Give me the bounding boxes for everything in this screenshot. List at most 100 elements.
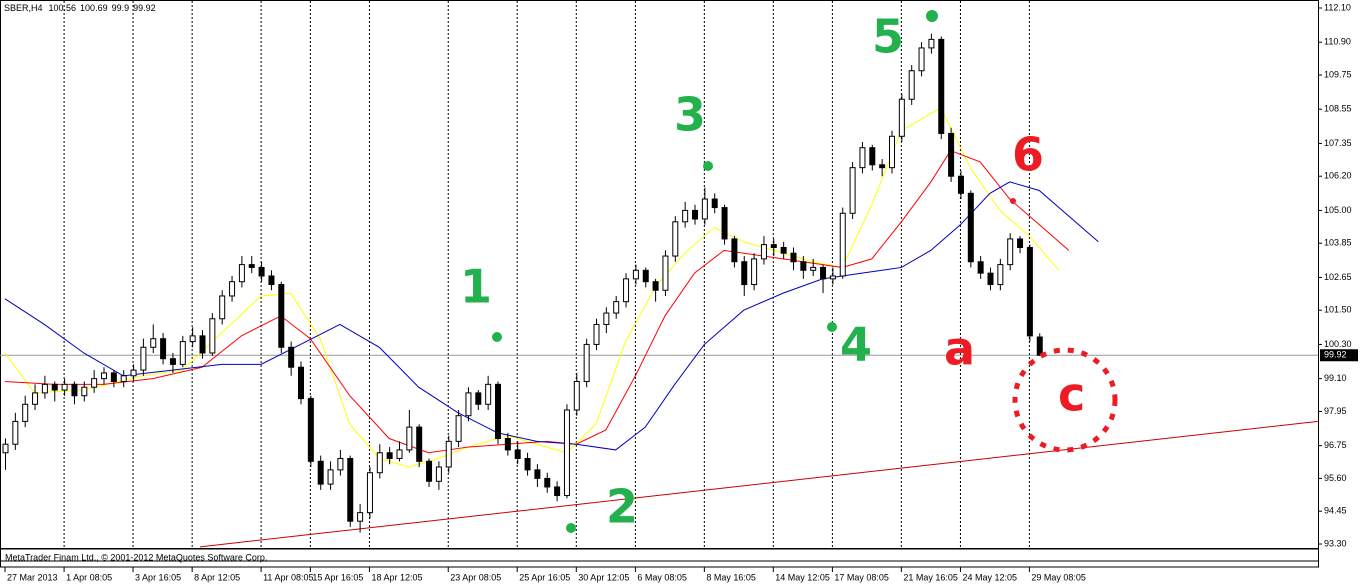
candle-body xyxy=(435,466,442,482)
candle-body xyxy=(475,392,482,405)
candle-body xyxy=(839,212,846,277)
candle-body xyxy=(731,238,738,263)
x-tick-label: 15 Apr 16:05 xyxy=(312,572,363,582)
candle-body xyxy=(563,409,570,497)
candle-body xyxy=(751,258,758,286)
annotation: 6 xyxy=(1012,128,1044,182)
y-tick-label: 106.20 xyxy=(1324,171,1352,181)
candle-body xyxy=(307,398,314,462)
candle-body xyxy=(219,295,226,320)
candle-body xyxy=(534,469,541,479)
info-bar xyxy=(0,548,1319,568)
candle-body xyxy=(790,252,797,263)
candle-body xyxy=(918,47,925,72)
candle-body xyxy=(298,366,304,400)
symbol: SBER,H4 xyxy=(4,3,43,13)
y-tick-label: 99.10 xyxy=(1324,373,1347,383)
candle-body xyxy=(623,278,630,303)
candle-body xyxy=(337,457,344,471)
candle-body xyxy=(573,380,580,411)
x-tick-label: 21 May 16:05 xyxy=(903,572,958,582)
candle-body xyxy=(110,372,117,382)
candle-body xyxy=(967,192,974,263)
candle-body xyxy=(711,198,718,209)
y-tick-label: 93.30 xyxy=(1324,538,1347,548)
y-tick-label: 112.10 xyxy=(1324,2,1351,12)
candle-body xyxy=(997,264,1004,286)
moving-average xyxy=(4,181,1099,451)
hand-marks xyxy=(492,10,1118,533)
price-label: 99.92 xyxy=(1324,350,1347,360)
candle-body xyxy=(662,255,669,291)
candle-body xyxy=(879,164,886,169)
candle-body xyxy=(386,452,393,459)
candle-body xyxy=(682,209,689,223)
candle-body xyxy=(721,207,728,240)
candle-body xyxy=(898,98,905,137)
candle-body xyxy=(948,132,955,177)
candle-body xyxy=(238,264,245,283)
high: 100.69 xyxy=(80,3,108,13)
candle-body xyxy=(849,167,856,214)
candle-body xyxy=(1036,336,1043,356)
candle-body xyxy=(800,261,807,271)
candle-body xyxy=(692,209,698,220)
candle-body xyxy=(376,452,383,474)
candle-body xyxy=(317,460,324,485)
candle-body xyxy=(160,338,167,360)
y-tick-label: 101.50 xyxy=(1324,305,1352,315)
x-tick-label: 8 Apr 12:05 xyxy=(194,572,240,582)
candle-body xyxy=(652,281,659,291)
candle-body xyxy=(495,383,501,440)
candle-body xyxy=(928,38,935,49)
candle-body xyxy=(485,383,492,405)
candle-body xyxy=(91,378,98,388)
candle-body xyxy=(71,383,78,397)
candle-body xyxy=(859,147,866,169)
candle-body xyxy=(672,221,679,257)
y-tick-label: 105.00 xyxy=(1324,205,1352,215)
candle-body xyxy=(810,266,817,271)
candle-body xyxy=(179,341,186,365)
candle-body xyxy=(150,338,157,348)
candle-body xyxy=(229,281,236,297)
candle-body xyxy=(12,420,19,445)
candle-body xyxy=(278,284,285,348)
candle-body xyxy=(51,383,58,391)
candle-body xyxy=(209,318,216,354)
candle-body xyxy=(820,266,827,280)
candle-body xyxy=(613,301,620,314)
y-tick-label: 97.95 xyxy=(1324,406,1347,416)
y-tick-label: 103.85 xyxy=(1324,238,1352,248)
candle-body xyxy=(445,440,452,468)
candle-body xyxy=(524,457,531,471)
x-tick-label: 3 Apr 16:05 xyxy=(135,572,181,582)
y-tick-label: 110.90 xyxy=(1324,37,1351,47)
candle-body xyxy=(406,426,413,451)
candle-body xyxy=(81,386,88,397)
candle-body xyxy=(327,469,334,485)
y-tick-label: 107.35 xyxy=(1324,138,1352,148)
candle-body xyxy=(741,261,748,286)
candle-body xyxy=(357,512,364,522)
circle xyxy=(1012,347,1118,453)
y-tick-label: 109.75 xyxy=(1324,69,1352,79)
candle-body xyxy=(416,426,423,462)
candle-body xyxy=(544,477,551,488)
price-box xyxy=(1320,349,1358,362)
candle-body xyxy=(908,70,915,100)
candle-body xyxy=(169,358,176,365)
candle-body xyxy=(780,246,787,254)
candle-body xyxy=(248,264,255,268)
candle-body xyxy=(701,198,708,220)
candle-body xyxy=(1026,246,1033,337)
candle-body xyxy=(101,372,107,380)
x-tick-label: 6 May 08:05 xyxy=(637,572,687,582)
chart-title: SBER,H4 100.56 100.69 99.9 99.92 xyxy=(4,3,156,13)
dot xyxy=(492,332,502,342)
dot xyxy=(827,322,837,332)
candle-body xyxy=(938,38,945,134)
candle-body xyxy=(465,392,472,417)
y-tick-label: 108.55 xyxy=(1324,104,1352,114)
candle-body xyxy=(869,147,876,166)
